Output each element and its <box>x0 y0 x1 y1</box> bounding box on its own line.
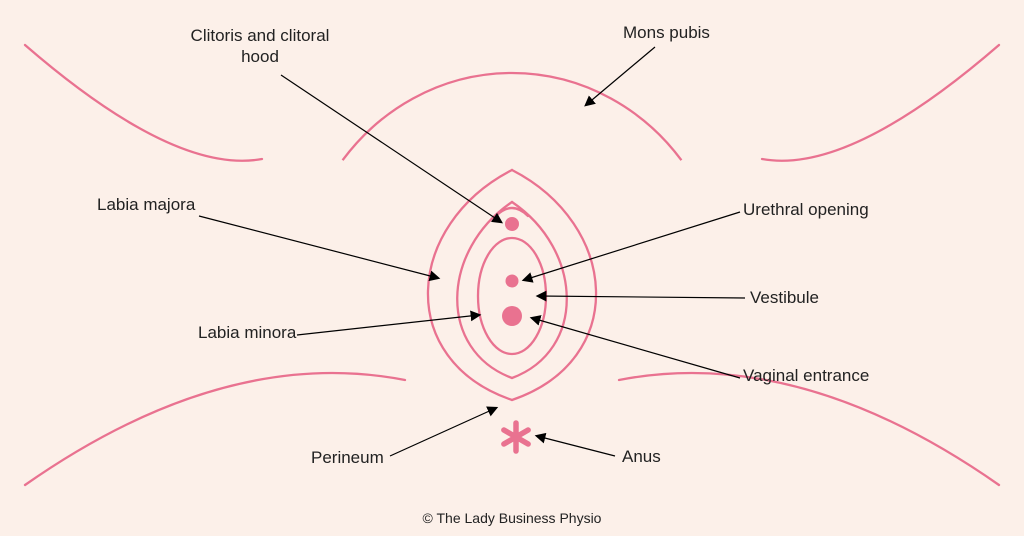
diagram-svg <box>0 0 1024 536</box>
arrow-mons-pubis <box>586 47 655 105</box>
arrow-anus <box>537 436 615 456</box>
arrow-labia-majora <box>199 216 438 278</box>
label-clitoris: Clitoris and clitoral hood <box>190 25 330 68</box>
mons-pubis-arc <box>343 73 682 160</box>
urethral-dot <box>506 275 519 288</box>
vestibule-ellipse <box>478 238 546 354</box>
anus-star-icon <box>504 423 528 451</box>
shoulder-right-lower <box>619 373 999 485</box>
arrow-vestibule <box>538 296 745 298</box>
labia-majora-left <box>428 170 512 400</box>
label-labia-minora: Labia minora <box>198 322 296 343</box>
label-vestibule: Vestibule <box>750 287 819 308</box>
shoulder-right-upper <box>762 45 999 161</box>
arrow-perineum <box>390 408 496 456</box>
label-anus: Anus <box>622 446 661 467</box>
clitoris-dot <box>505 217 519 231</box>
label-urethral-opening: Urethral opening <box>743 199 869 220</box>
label-perineum: Perineum <box>311 447 384 468</box>
arrow-urethral-opening <box>524 212 740 280</box>
anatomy-diagram: { "canvas": { "width": 1024, "height": 5… <box>0 0 1024 536</box>
label-vaginal-entrance: Vaginal entrance <box>743 365 869 386</box>
arrow-clitoris <box>281 75 501 222</box>
label-mons-pubis: Mons pubis <box>623 22 710 43</box>
vaginal-dot <box>502 306 522 326</box>
copyright-text: © The Lady Business Physio <box>0 510 1024 526</box>
arrow-labia-minora <box>297 315 479 335</box>
label-labia-majora: Labia majora <box>97 194 195 215</box>
labia-majora-right <box>512 170 596 400</box>
